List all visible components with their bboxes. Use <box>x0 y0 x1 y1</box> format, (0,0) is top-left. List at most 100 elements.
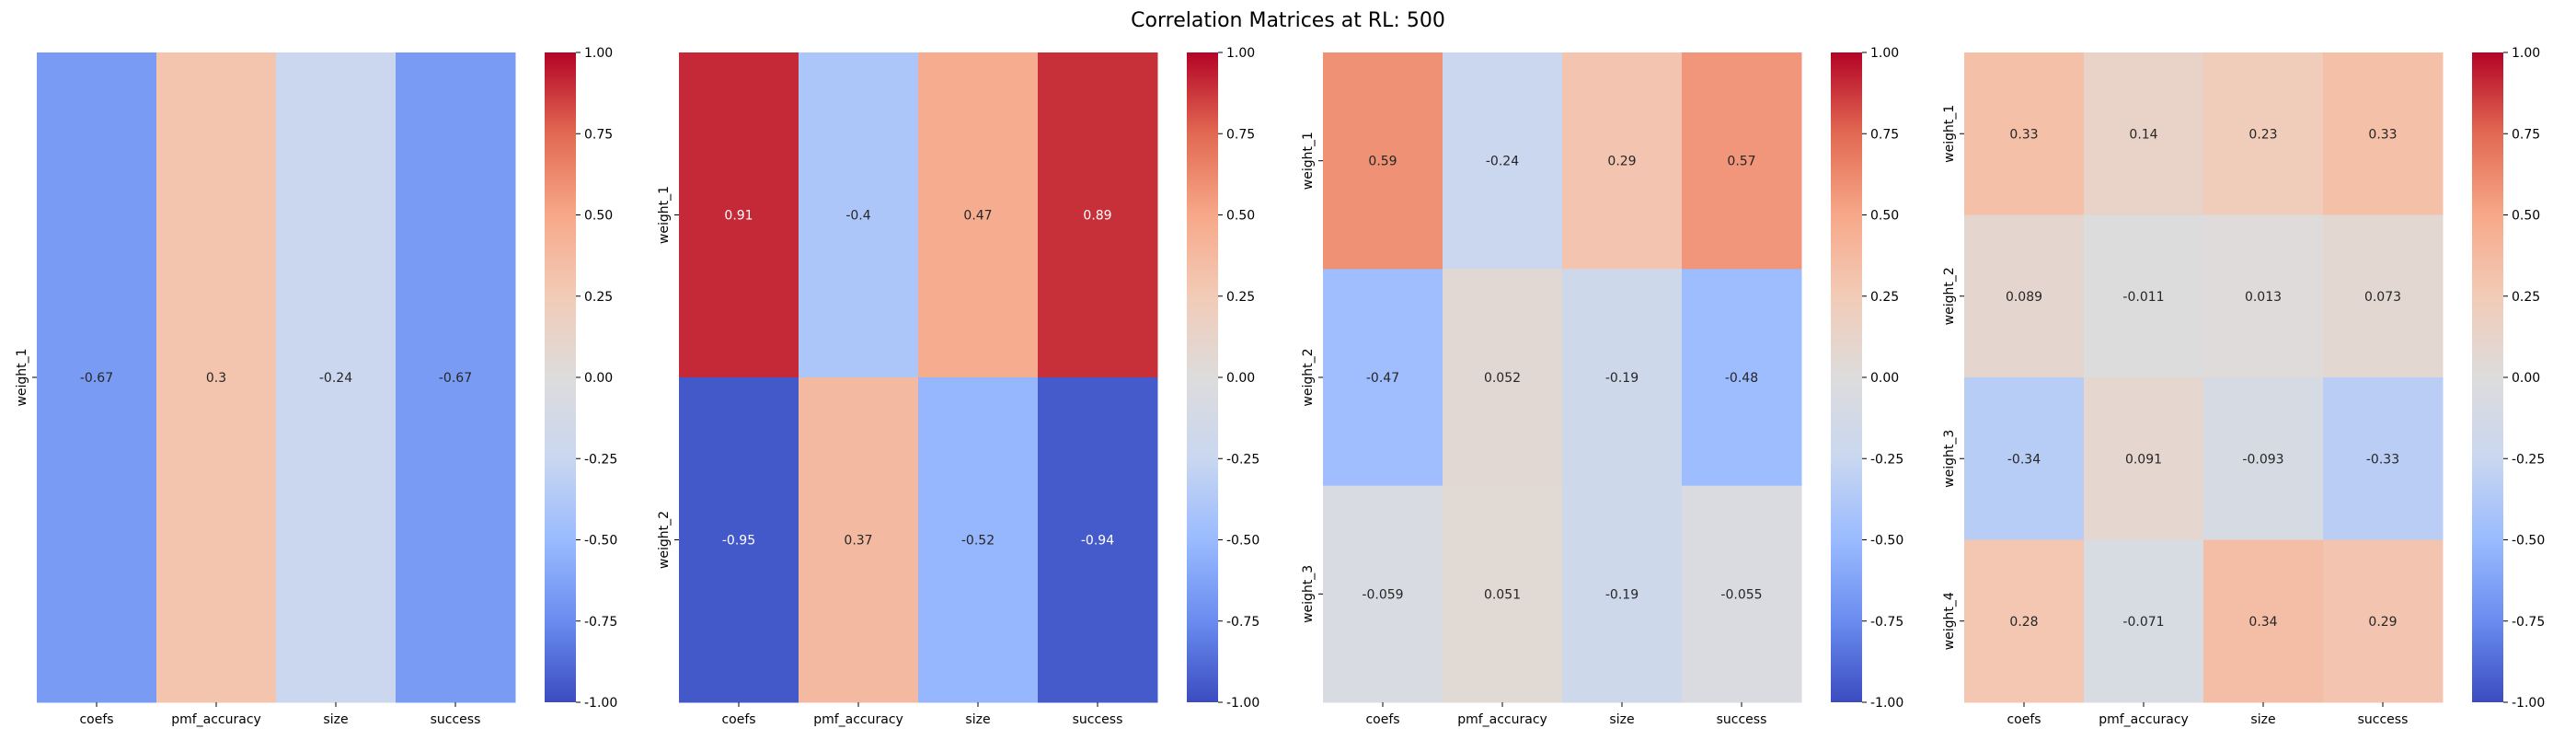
x-tick-label: coefs <box>79 712 113 727</box>
x-tick-label: pmf_accuracy <box>2099 712 2189 727</box>
colorbar <box>545 52 576 702</box>
cell-value-label: 0.59 <box>1368 155 1397 169</box>
heatmap-cell <box>396 52 516 703</box>
y-tick-label: weight_3 <box>1942 430 1957 488</box>
colorbar-tick-label: 0.50 <box>1226 209 1255 224</box>
colorbar-tick-label: -0.50 <box>584 534 617 549</box>
colorbar-tick-label: -0.50 <box>1870 534 1903 549</box>
heatmap-cell <box>2203 539 2324 703</box>
x-tick-label: coefs <box>1365 712 1399 727</box>
heatmap-cell <box>1443 485 1563 703</box>
x-tick-label: success <box>431 712 481 727</box>
y-tick-label: weight_1 <box>1301 132 1316 190</box>
cell-value-label: 0.57 <box>1727 155 1755 169</box>
heatmap-cell <box>2084 377 2204 540</box>
x-tick-label: size <box>1609 712 1634 727</box>
y-tick-label: weight_2 <box>657 511 672 569</box>
cell-value-label: -0.4 <box>845 209 870 224</box>
heatmap-cell <box>918 52 1039 378</box>
heatmap-cell <box>2323 52 2444 215</box>
cell-value-label: -0.67 <box>80 371 113 386</box>
cell-value-label: 0.29 <box>1607 155 1636 169</box>
colorbar-tick-label: 0.75 <box>1870 127 1899 142</box>
cell-value-label: 0.013 <box>2245 290 2282 305</box>
heatmap-cell <box>1323 269 1443 487</box>
cell-value-label: -0.24 <box>1486 155 1519 169</box>
heatmap-cell <box>2323 214 2444 378</box>
heatmap-cell <box>2203 52 2324 215</box>
cell-value-label: -0.24 <box>319 371 352 386</box>
cell-value-label: 0.14 <box>2129 127 2157 142</box>
x-tick-label: pmf_accuracy <box>1457 712 1547 727</box>
heatmap-cell <box>156 52 277 703</box>
heatmap-cell <box>1562 269 1683 487</box>
cell-value-label: 0.33 <box>2368 127 2397 142</box>
y-tick-label: weight_2 <box>1301 348 1316 406</box>
cell-value-label: -0.071 <box>2122 615 2164 630</box>
cell-value-label: -0.34 <box>2007 452 2041 467</box>
heatmap-cell <box>1682 485 1802 703</box>
y-tick-label: weight_4 <box>1942 592 1957 650</box>
heatmap-cell <box>1964 52 2085 215</box>
y-tick-label: weight_1 <box>15 348 29 406</box>
cell-value-label: 0.37 <box>844 534 872 549</box>
colorbar-tick-label: -1.00 <box>1226 696 1259 711</box>
cell-value-label: 0.47 <box>963 209 992 224</box>
heatmap-panel-3: 0.59 -0.24 0.29 0.57 -0.47 0.052 -0.19 -0.48 -0.… <box>1301 46 1903 727</box>
cell-value-label: -0.47 <box>1366 371 1399 386</box>
colorbar-tick-label: 1.00 <box>584 46 613 61</box>
x-tick-label: coefs <box>2007 712 2041 727</box>
colorbar-tick-label: -1.00 <box>1870 696 1903 711</box>
heatmap-cell <box>2084 539 2204 703</box>
y-tick-label: weight_2 <box>1942 267 1957 325</box>
cell-value-label: -0.19 <box>1605 587 1639 602</box>
x-tick-label: size <box>323 712 348 727</box>
heatmap-cell <box>1964 539 2085 703</box>
colorbar-tick-label: 1.00 <box>2512 46 2540 61</box>
cell-value-label: 0.34 <box>2248 615 2277 630</box>
cell-value-label: 0.091 <box>2125 452 2162 467</box>
heatmap-cell <box>1562 485 1683 703</box>
x-tick-label: success <box>1073 712 1123 727</box>
colorbar-tick-label: 0.75 <box>2512 127 2540 142</box>
colorbar-tick-label: 0.50 <box>1870 209 1899 224</box>
heatmap-panel-4: 0.33 0.14 0.23 0.33 0.089 -0.011 0.013 0.073 -0.… <box>1942 46 2545 727</box>
heatmap-panel-2: 0.91 -0.4 0.47 0.89 -0.95 0.37 -0.52 -0.94 coefs… <box>657 46 1259 727</box>
heatmap-cell <box>2084 214 2204 378</box>
colorbar-tick-label: -0.50 <box>2512 534 2545 549</box>
cell-value-label: 0.29 <box>2368 615 2397 630</box>
heatmap-cell <box>679 377 799 703</box>
colorbar-tick-label: 0.25 <box>2512 290 2540 305</box>
cell-value-label: -0.52 <box>961 534 995 549</box>
heatmap-cell <box>1038 377 1158 703</box>
x-tick-label: size <box>2250 712 2275 727</box>
heatmap-cell <box>799 52 919 378</box>
colorbar-tick-label: -0.75 <box>2512 615 2545 630</box>
cell-value-label: 0.28 <box>2009 615 2038 630</box>
colorbar-tick-label: 0.50 <box>584 209 613 224</box>
colorbar-tick-label: 0.25 <box>1870 290 1899 305</box>
heatmap-panel-1: -0.67 0.3 -0.24 -0.67 coefs pmf_accuracy size s… <box>15 46 617 727</box>
colorbar <box>1187 52 1218 702</box>
heatmap-cell <box>1443 52 1563 270</box>
cell-value-label: -0.055 <box>1720 587 1762 602</box>
colorbar-tick-label: -0.75 <box>1870 615 1903 630</box>
y-tick-label: weight_3 <box>1301 565 1316 623</box>
heatmap-cell <box>1443 269 1563 487</box>
heatmap-cell <box>1323 52 1443 270</box>
colorbar-tick-label: 0.25 <box>1226 290 1255 305</box>
cell-value-label: 0.91 <box>724 209 753 224</box>
colorbar-tick-label: -0.75 <box>1226 615 1259 630</box>
heatmap-cell <box>276 52 397 703</box>
x-tick-label: success <box>1717 712 1767 727</box>
x-tick-label: size <box>965 712 990 727</box>
colorbar-tick-label: 0.25 <box>584 290 613 305</box>
colorbar-tick-label: -0.50 <box>1226 534 1259 549</box>
cell-value-label: 0.89 <box>1083 209 1111 224</box>
cell-value-label: -0.011 <box>2122 290 2164 305</box>
cell-value-label: 0.3 <box>206 371 226 386</box>
heatmap-cell <box>1323 485 1443 703</box>
colorbar-tick-label: 0.00 <box>1226 371 1255 386</box>
